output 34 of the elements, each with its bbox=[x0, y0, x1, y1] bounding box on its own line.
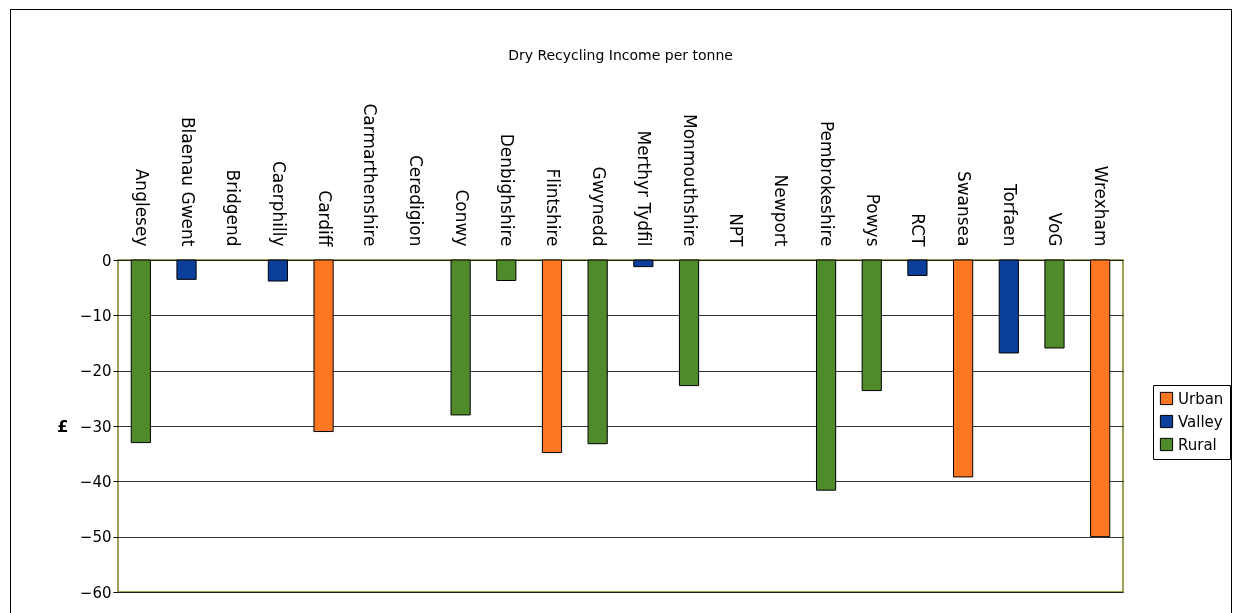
x-tick-label: Denbighshire bbox=[497, 133, 518, 247]
x-tick-label: Caerphilly bbox=[268, 160, 289, 247]
x-tick-label: Powys bbox=[862, 193, 883, 247]
x-tick-label: Pembrokeshire bbox=[817, 120, 838, 247]
y-tick-label: −10 bbox=[79, 306, 112, 325]
y-tick-label: −20 bbox=[79, 362, 112, 381]
x-tick-label: Conwy bbox=[451, 189, 472, 247]
x-tick-label: Monmouthshire bbox=[680, 114, 701, 247]
y-axis-title: £ bbox=[57, 416, 69, 436]
x-tick-label: Merthyr Tydfil bbox=[634, 130, 655, 247]
x-tick-label: Swansea bbox=[954, 170, 975, 247]
x-tick-label: RCT bbox=[908, 213, 929, 248]
y-tick-label: −40 bbox=[79, 472, 112, 491]
y-tick-label: −30 bbox=[79, 417, 112, 436]
y-tick-label: −50 bbox=[79, 528, 112, 547]
legend-label: Valley bbox=[1178, 412, 1223, 431]
y-tick-label: −60 bbox=[79, 583, 112, 602]
x-tick-label: Torfaen bbox=[999, 182, 1020, 247]
y-tick-label: 0 bbox=[101, 251, 112, 270]
x-tick-label: Gwynedd bbox=[588, 166, 609, 247]
x-tick-label: Newport bbox=[771, 174, 792, 247]
x-tick-label: Carmarthenshire bbox=[360, 103, 381, 247]
x-tick-label: Ceredigion bbox=[405, 154, 426, 247]
x-tick-label: Bridgend bbox=[223, 169, 244, 247]
x-tick-label: Cardiff bbox=[314, 190, 335, 248]
legend-label: Rural bbox=[1178, 435, 1217, 454]
x-tick-label: Anglesey bbox=[131, 168, 152, 247]
x-tick-label: NPT bbox=[725, 213, 746, 248]
x-tick-label: VoG bbox=[1045, 212, 1066, 247]
x-tick-label: Wrexham bbox=[1091, 165, 1112, 247]
legend-label: Urban bbox=[1178, 389, 1224, 408]
x-tick-label: Flintshire bbox=[542, 168, 563, 247]
x-tick-label: Blaenau Gwent bbox=[177, 116, 198, 247]
chart-title: Dry Recycling Income per tonne bbox=[508, 46, 733, 63]
